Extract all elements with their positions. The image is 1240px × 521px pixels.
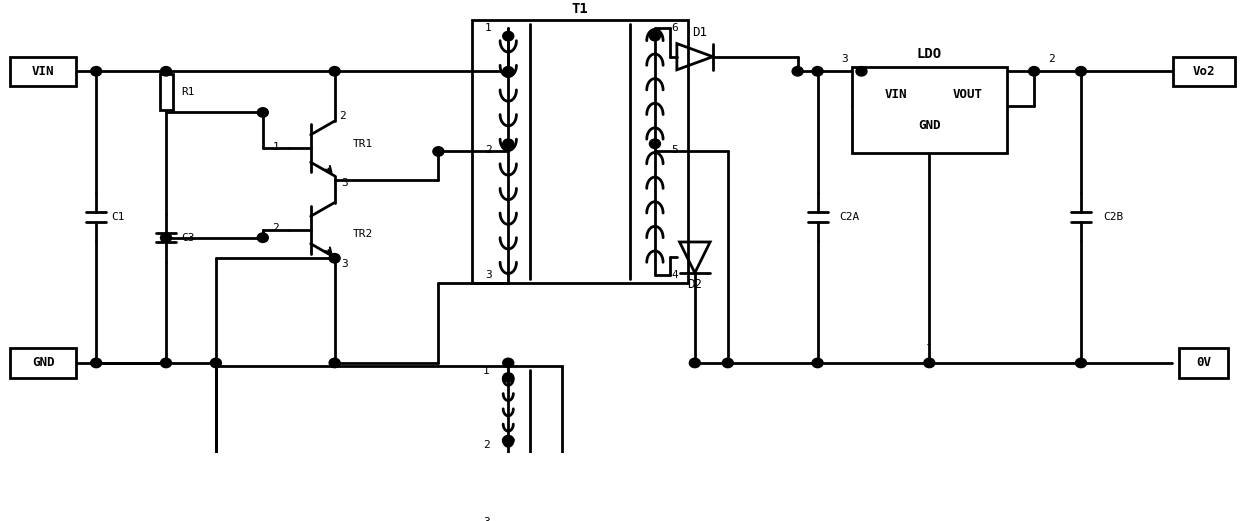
Text: 3: 3: [482, 517, 490, 521]
Text: 4: 4: [672, 269, 678, 280]
Circle shape: [91, 358, 102, 368]
Text: C1: C1: [112, 212, 125, 222]
Text: TR1: TR1: [352, 139, 373, 149]
Bar: [472, 20, 688, 283]
Text: VIN: VIN: [32, 65, 55, 78]
Text: D1: D1: [692, 26, 707, 39]
Text: TR2: TR2: [352, 229, 373, 239]
Text: 2: 2: [1048, 54, 1054, 64]
Circle shape: [502, 67, 513, 76]
Circle shape: [650, 31, 661, 41]
Bar: [852, 67, 1007, 153]
Text: 1: 1: [273, 142, 279, 152]
Circle shape: [160, 233, 171, 242]
Circle shape: [856, 67, 867, 76]
Circle shape: [502, 358, 513, 368]
Text: T1: T1: [572, 2, 589, 16]
Text: 2: 2: [340, 111, 346, 121]
Circle shape: [329, 358, 340, 368]
Circle shape: [1075, 358, 1086, 368]
Text: VIN: VIN: [885, 88, 908, 101]
Circle shape: [924, 358, 935, 368]
Circle shape: [258, 233, 268, 242]
Text: D2: D2: [687, 278, 702, 291]
Text: 3: 3: [841, 54, 848, 64]
Bar: [160, 74, 172, 110]
Text: 1: 1: [482, 366, 490, 376]
Text: -: -: [925, 339, 934, 353]
FancyBboxPatch shape: [1173, 57, 1235, 86]
Text: Vo2: Vo2: [1193, 65, 1215, 78]
Circle shape: [502, 139, 513, 148]
Circle shape: [812, 358, 823, 368]
Circle shape: [689, 358, 701, 368]
Text: C2A: C2A: [839, 212, 859, 222]
Circle shape: [211, 358, 222, 368]
Text: VOUT: VOUT: [952, 88, 982, 101]
Circle shape: [1075, 67, 1086, 76]
Circle shape: [329, 254, 340, 263]
Text: LDO: LDO: [916, 47, 942, 61]
Text: 6: 6: [672, 23, 678, 33]
Text: C2B: C2B: [1102, 212, 1123, 222]
Text: GND: GND: [918, 119, 941, 132]
Circle shape: [722, 358, 733, 368]
FancyBboxPatch shape: [10, 57, 76, 86]
Circle shape: [792, 67, 804, 76]
Circle shape: [502, 436, 513, 445]
Text: 3: 3: [485, 269, 492, 280]
Circle shape: [91, 67, 102, 76]
Text: 3: 3: [341, 259, 348, 269]
Bar: [216, 366, 562, 521]
Text: 2: 2: [485, 145, 492, 155]
Circle shape: [160, 358, 171, 368]
Circle shape: [812, 67, 823, 76]
Text: 1: 1: [485, 23, 492, 33]
Circle shape: [650, 139, 661, 148]
Text: C3: C3: [181, 233, 195, 243]
Text: 3: 3: [341, 178, 348, 188]
Circle shape: [1029, 67, 1039, 76]
Circle shape: [433, 147, 444, 156]
Circle shape: [160, 67, 171, 76]
Text: 5: 5: [672, 145, 678, 155]
Circle shape: [258, 108, 268, 117]
Circle shape: [502, 373, 513, 382]
FancyBboxPatch shape: [10, 349, 76, 378]
FancyBboxPatch shape: [1179, 349, 1228, 378]
Circle shape: [502, 31, 513, 41]
Circle shape: [329, 67, 340, 76]
Text: 2: 2: [482, 440, 490, 450]
Text: 2: 2: [273, 224, 279, 233]
Text: GND: GND: [32, 356, 55, 369]
Text: R1: R1: [181, 87, 195, 97]
Text: 0V: 0V: [1197, 356, 1211, 369]
